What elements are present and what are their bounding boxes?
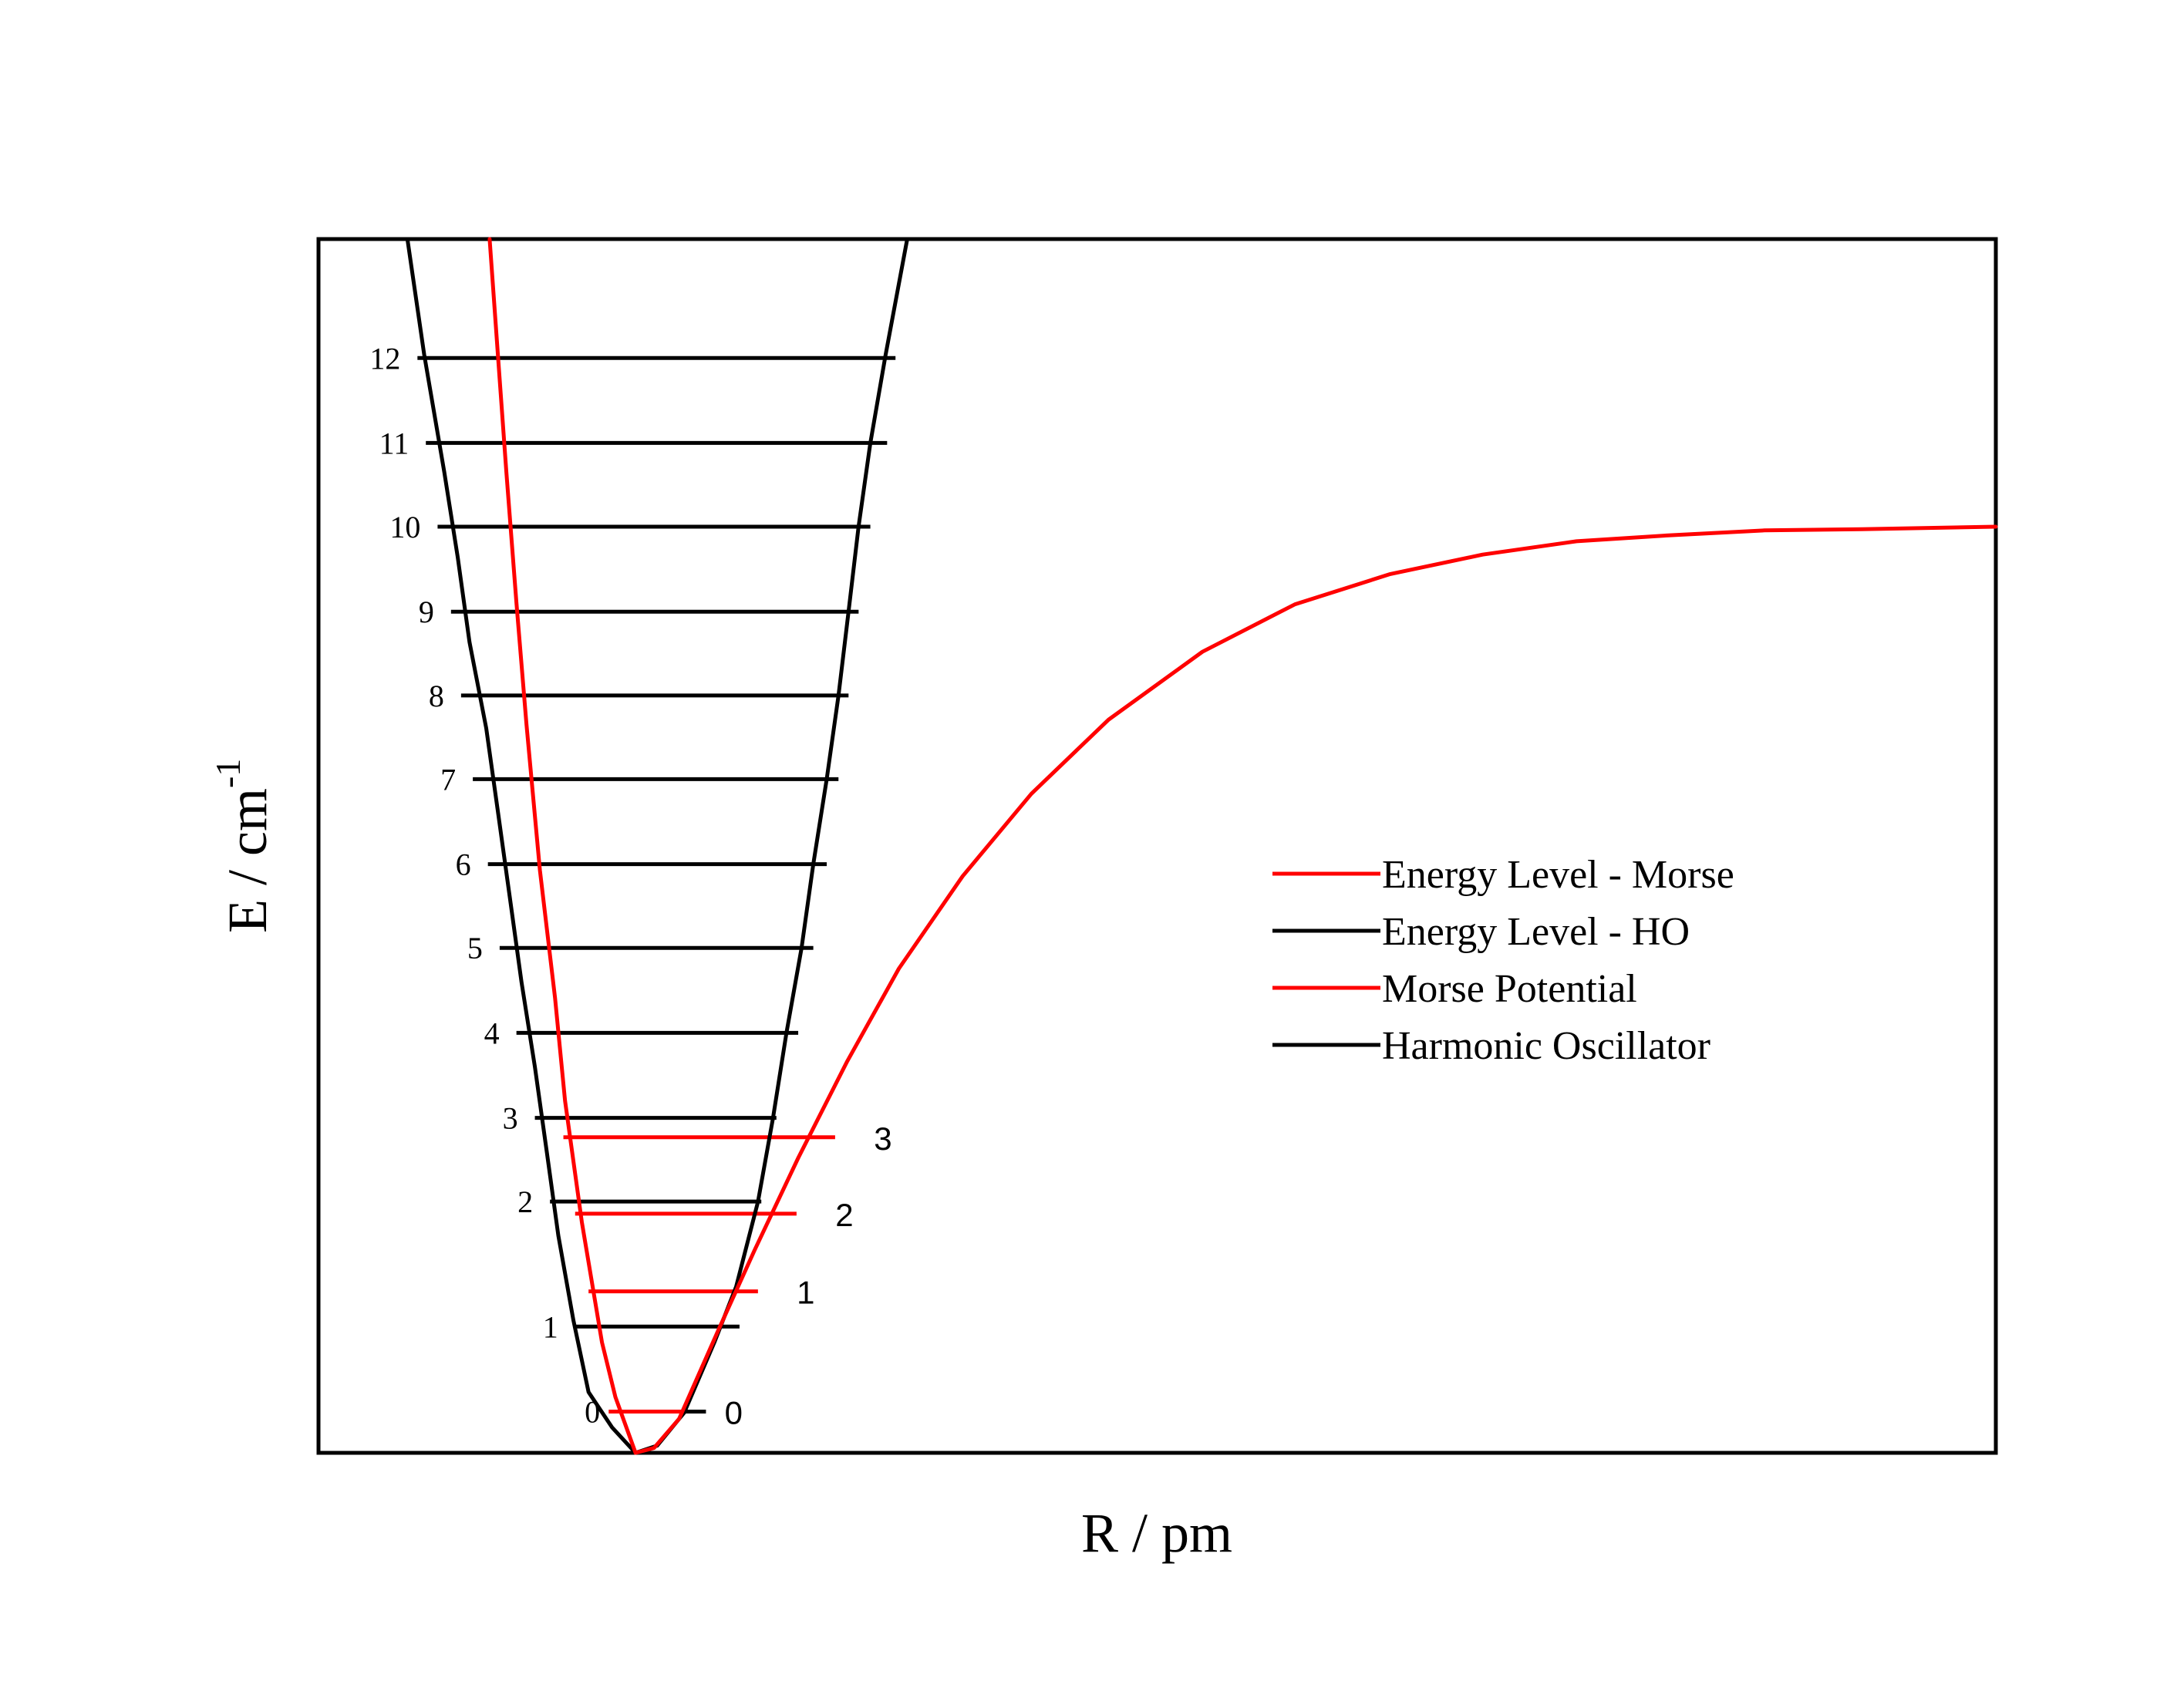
ho-level-label-5: 5 <box>467 931 483 965</box>
y-axis-label-main: E / cm <box>217 788 278 933</box>
ho-level-label-3: 3 <box>503 1101 518 1136</box>
y-axis-label-superscript: -1 <box>208 759 248 788</box>
ho-level-label-10: 10 <box>389 510 420 544</box>
ho-level-label-1: 1 <box>543 1309 558 1344</box>
ho-level-label-8: 8 <box>429 679 444 713</box>
legend-label-1: Energy Level - HO <box>1382 910 1690 954</box>
morse-potential-curve <box>487 237 1998 1455</box>
legend-label-0: Energy Level - Morse <box>1382 853 1734 897</box>
legend-label-2: Morse Potential <box>1382 967 1637 1011</box>
ho-level-label-12: 12 <box>369 341 400 376</box>
ho-energy-levels <box>417 355 896 1414</box>
morse-level-label-3: 3 <box>874 1120 891 1157</box>
legend: Energy Level - Morse Energy Level - HO Mo… <box>1272 853 1734 1068</box>
plot-frame <box>316 237 1998 1455</box>
y-axis-label: E / cm-1 <box>208 759 278 933</box>
potential-curves <box>405 237 1998 1455</box>
harmonic-oscillator-curve <box>405 237 909 1455</box>
ho-level-label-11: 11 <box>379 426 410 460</box>
x-axis-label: R / pm <box>1081 1502 1232 1564</box>
morse-level-label-2: 2 <box>835 1197 853 1233</box>
ho-level-label-4: 4 <box>484 1016 500 1050</box>
ho-level-label-7: 7 <box>440 762 456 797</box>
morse-level-label-1: 1 <box>797 1275 814 1311</box>
morse-level-label-0: 0 <box>725 1394 743 1430</box>
ho-level-label-2: 2 <box>517 1184 533 1219</box>
ho-level-label-6: 6 <box>456 847 471 882</box>
ho-level-label-0: 0 <box>585 1394 600 1429</box>
legend-label-3: Harmonic Oscillator <box>1382 1024 1710 1068</box>
ho-level-label-9: 9 <box>419 595 434 629</box>
